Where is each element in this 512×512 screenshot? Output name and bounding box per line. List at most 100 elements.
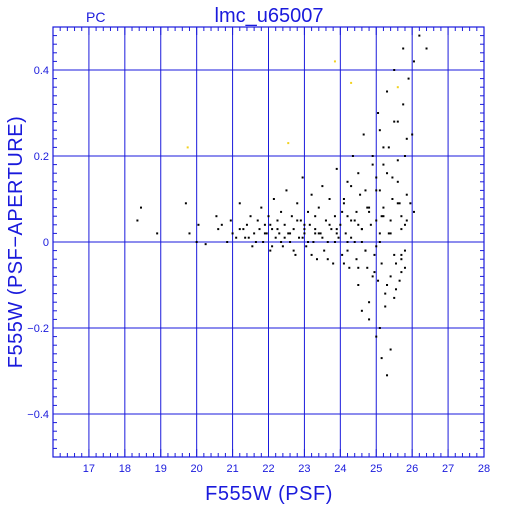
data-point xyxy=(407,77,410,80)
data-point xyxy=(395,288,398,291)
data-point xyxy=(382,146,385,149)
data-point xyxy=(357,266,360,269)
data-point xyxy=(335,232,338,235)
data-point xyxy=(278,232,281,235)
x-tick-label: 26 xyxy=(406,463,418,475)
data-point xyxy=(197,223,200,226)
y-tick-label: 0 xyxy=(43,237,49,249)
data-point xyxy=(380,262,383,265)
data-point xyxy=(315,258,318,261)
data-point xyxy=(350,185,353,188)
data-point xyxy=(296,219,299,222)
data-point xyxy=(307,241,310,243)
data-point xyxy=(368,301,371,304)
data-point xyxy=(395,262,398,265)
data-point xyxy=(298,236,301,239)
data-point xyxy=(398,279,401,282)
data-point xyxy=(393,296,396,299)
data-point xyxy=(382,215,385,218)
data-point xyxy=(342,262,345,265)
data-point xyxy=(393,69,396,71)
data-point xyxy=(321,236,324,239)
data-point xyxy=(378,327,381,329)
data-point xyxy=(303,223,306,226)
data-point xyxy=(335,167,338,170)
highlight-point xyxy=(186,146,189,149)
data-point xyxy=(368,318,371,321)
data-point xyxy=(375,189,378,192)
data-point xyxy=(355,258,358,261)
x-tick-label: 21 xyxy=(226,463,238,475)
data-point xyxy=(364,189,367,192)
data-point xyxy=(389,232,392,235)
data-point xyxy=(382,206,385,209)
highlight-point xyxy=(287,142,290,145)
data-point xyxy=(317,232,320,235)
data-point xyxy=(292,249,295,252)
data-point xyxy=(283,236,286,239)
data-point xyxy=(389,219,392,222)
highlight-point xyxy=(350,81,353,84)
x-tick-label: 22 xyxy=(262,463,274,475)
data-point xyxy=(341,210,344,213)
highlight-point xyxy=(396,86,399,89)
data-point xyxy=(403,223,406,226)
data-point xyxy=(333,241,336,243)
data-point xyxy=(272,198,275,200)
data-point xyxy=(382,163,385,166)
x-tick-label: 24 xyxy=(334,463,346,475)
data-point xyxy=(204,243,207,246)
data-point xyxy=(263,223,266,226)
x-axis-title: F555W (PSF) xyxy=(205,483,333,505)
data-point xyxy=(314,228,317,231)
data-point xyxy=(375,176,378,179)
data-point xyxy=(188,232,191,235)
data-point xyxy=(229,219,232,222)
data-point xyxy=(271,228,274,231)
data-point xyxy=(377,279,380,282)
data-point xyxy=(342,202,345,205)
data-point xyxy=(369,223,372,226)
data-point xyxy=(330,228,333,231)
data-point xyxy=(384,305,387,308)
data-point xyxy=(360,228,363,231)
data-point xyxy=(400,258,403,261)
data-point xyxy=(323,249,326,252)
data-point xyxy=(418,34,421,37)
data-point xyxy=(280,210,283,213)
data-point xyxy=(364,249,367,252)
data-point xyxy=(351,155,354,157)
data-point xyxy=(386,172,389,175)
data-point xyxy=(269,249,272,252)
data-point xyxy=(231,232,234,235)
data-point xyxy=(337,236,340,239)
data-point xyxy=(289,232,292,235)
data-point xyxy=(402,47,405,50)
data-point xyxy=(215,215,218,218)
data-point xyxy=(386,374,389,377)
data-point xyxy=(156,232,159,235)
data-point xyxy=(303,232,306,235)
data-point xyxy=(289,241,292,243)
x-tick-label: 23 xyxy=(298,463,310,475)
y-tick-label: −0.2 xyxy=(27,323,49,335)
highlight-point xyxy=(333,60,336,63)
data-point xyxy=(249,215,252,218)
data-point xyxy=(409,202,412,205)
data-point xyxy=(371,155,374,157)
data-point xyxy=(296,202,299,205)
data-point xyxy=(402,103,405,106)
data-point xyxy=(253,232,256,235)
data-point xyxy=(400,253,403,256)
data-point xyxy=(348,266,351,269)
data-point xyxy=(290,215,293,218)
data-point xyxy=(307,210,310,213)
y-tick-label: 0.4 xyxy=(34,65,49,77)
data-point xyxy=(341,253,344,256)
data-point xyxy=(353,219,356,222)
data-point xyxy=(386,284,389,286)
data-point xyxy=(269,223,272,226)
data-point xyxy=(303,228,306,231)
data-point xyxy=(387,232,390,235)
